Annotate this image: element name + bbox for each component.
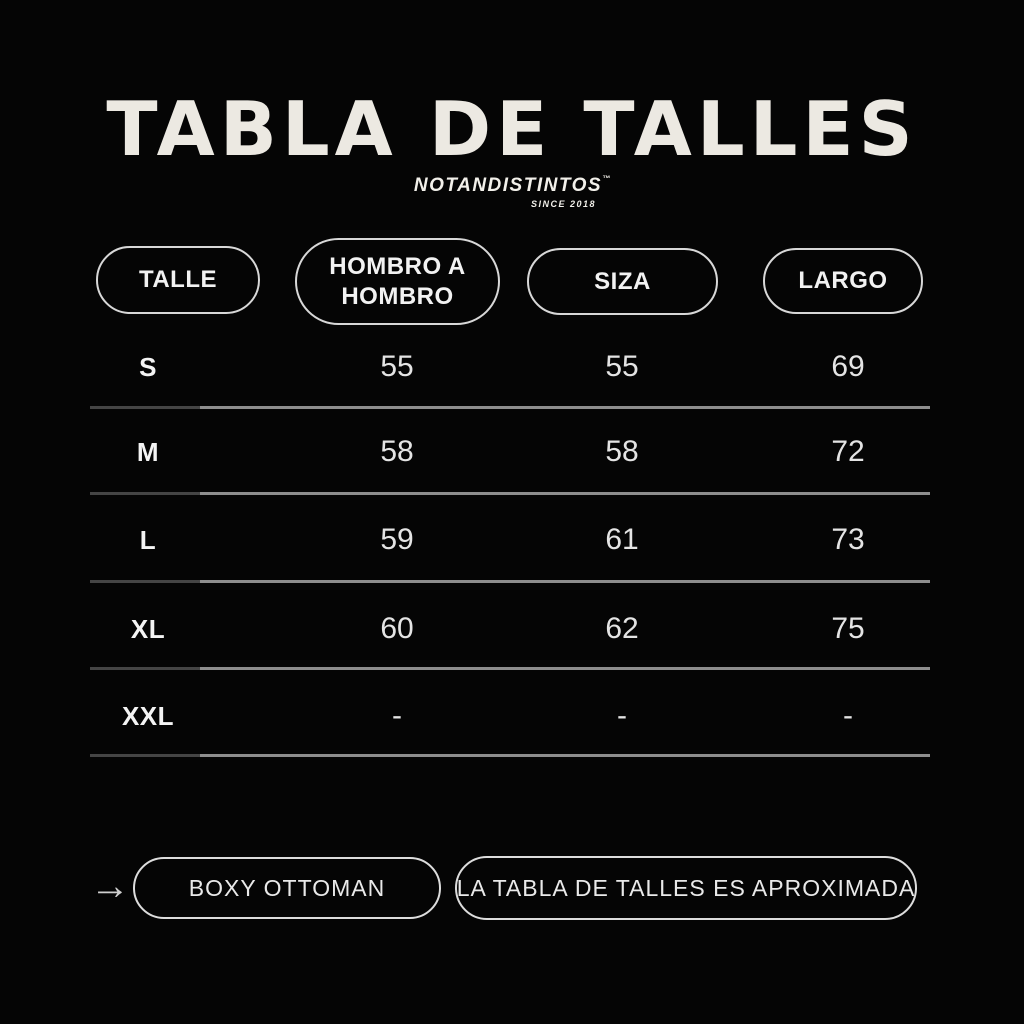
trademark-symbol: ™ [602, 174, 611, 183]
siza-value: 55 [605, 350, 639, 383]
fit-name-pill: BOXY OTTOMAN [133, 857, 441, 919]
siza-value: 61 [605, 523, 639, 556]
largo-value: 75 [831, 612, 865, 645]
column-header-talle: TALLE [96, 246, 260, 314]
brand-block: NOTANDISTINTOS™ SINCE 2018 [0, 174, 1024, 212]
hombro-value: 55 [380, 350, 414, 383]
row-divider [90, 492, 930, 495]
column-header-label: HOMBRO A HOMBRO [329, 252, 466, 310]
row-divider [90, 754, 930, 757]
siza-value: 62 [605, 612, 639, 645]
table-row-xxl: XXL - - - [90, 686, 930, 746]
column-header-siza: SIZA [527, 248, 718, 315]
largo-value: 73 [831, 523, 865, 556]
table-row-l: L 59 61 73 [90, 510, 930, 570]
row-divider [90, 667, 930, 670]
page-title: TABLA DE TALLES [106, 85, 918, 173]
hombro-value: - [392, 699, 402, 732]
table-row-xl: XL 60 62 75 [90, 599, 930, 659]
largo-value: 69 [831, 350, 865, 383]
column-header-label: LARGO [798, 267, 888, 294]
siza-value: - [617, 699, 627, 732]
table-row-m: M 58 58 72 [90, 422, 930, 482]
size-label: S [139, 352, 157, 382]
arrow-right-icon: → [90, 864, 130, 908]
column-header-label: SIZA [594, 267, 651, 295]
size-label: XXL [121, 701, 175, 731]
column-header-hombro-a-hombro: HOMBRO A HOMBRO [295, 238, 500, 325]
column-header-label: TALLE [138, 266, 218, 293]
hombro-value: 58 [380, 435, 414, 468]
approximation-note-label: LA TABLA DE TALLES ES APROXIMADA [456, 874, 916, 901]
size-label: M [136, 437, 160, 467]
brand-tagline: SINCE 2018 [531, 199, 597, 209]
largo-value: - [843, 699, 853, 732]
hombro-value: 60 [380, 612, 414, 645]
siza-value: 58 [605, 435, 639, 468]
largo-value: 72 [831, 435, 865, 468]
column-header-largo: LARGO [763, 248, 923, 314]
size-label: XL [130, 614, 166, 644]
size-label: L [139, 525, 157, 555]
row-divider [90, 406, 930, 409]
row-divider [90, 580, 930, 583]
fit-name-label: BOXY OTTOMAN [188, 874, 386, 901]
hombro-value: 59 [380, 523, 414, 556]
approximation-note-pill: LA TABLA DE TALLES ES APROXIMADA [455, 856, 917, 920]
brand-wordmark: NOTANDISTINTOS [413, 175, 603, 196]
table-row-s: S 55 55 69 [90, 337, 930, 397]
